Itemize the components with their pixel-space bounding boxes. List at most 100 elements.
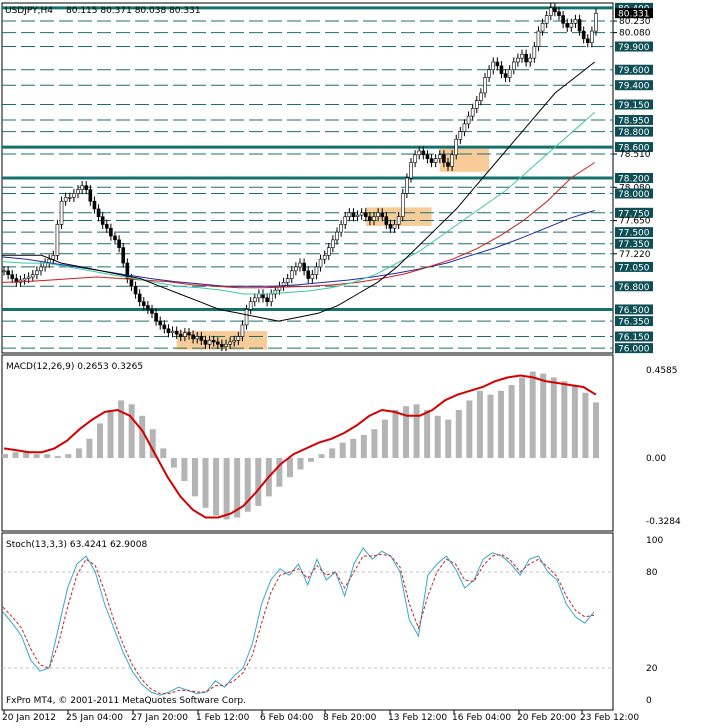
candle-body-24 [100,216,105,225]
macd-bar-11 [118,400,125,458]
time-label-9: 23 Feb 12:00 [580,713,639,723]
candle-body-86 [355,214,360,217]
candle-body-41 [170,330,175,333]
price-label-box-5 [615,64,653,75]
macd-bar-3 [33,454,40,458]
price-label-23: 76.350 [618,318,650,328]
candle-body-49 [203,340,208,345]
macd-bar-48 [508,385,515,458]
macd-bar-22 [234,457,241,518]
candle-body-130 [536,30,541,47]
price-label-box-22 [615,304,653,315]
candle-body-89 [368,216,372,221]
candle-body-2 [10,274,15,279]
macd-bar-6 [65,454,72,458]
macd-bar-27 [286,457,293,478]
candle-body-44 [183,332,187,337]
price-label-13: 78.080 [619,183,651,193]
candle-body-39 [162,324,167,330]
candle-body-111 [458,131,463,140]
macd-bar-30 [318,454,325,458]
candle-body-14 [59,200,64,225]
time-label-1: 25 Jan 04:00 [66,713,123,723]
candle-body-112 [462,123,467,132]
candle-body-102 [421,150,426,156]
time-label-4: 6 Feb 04:00 [260,713,314,723]
macd-bar-21 [223,457,230,520]
levels-layer [2,6,613,349]
candle-body-114 [470,108,475,117]
candle-body-98 [405,177,409,194]
candle-body-54 [224,343,228,347]
macd-bar-40 [424,410,431,458]
candle-body-139 [573,19,578,24]
price-label-box-20 [615,261,653,272]
candle-body-7 [30,274,35,278]
stoch-signal-line [2,553,595,695]
candle-body-101 [417,150,422,156]
stoch-main-line [2,547,595,696]
candle-body-61 [252,297,257,303]
copyright-text: FxPro MT4, © 2001-2011 MetaQuotes Softwa… [6,696,246,706]
candle-body-55 [228,341,232,345]
price-label-20: 77.050 [618,263,650,273]
candle-body-118 [487,69,491,78]
candle-body-15 [63,197,68,202]
macd-bar-33 [350,438,357,458]
candle-body-42 [174,330,179,335]
macd-bar-56 [593,402,599,458]
candle-body-51 [211,340,216,343]
macd-bar-49 [519,377,526,458]
candle-body-20 [84,185,89,190]
macd-bar-16 [170,457,177,468]
candle-body-120 [495,61,500,67]
macd-bar-52 [550,377,557,458]
candle-body-119 [491,61,496,71]
candle-body-87 [359,212,364,216]
ohlc-values: 80.115 80.371 80.038 80.331 [66,6,201,16]
candle-body-33 [137,293,142,303]
price-label-7: 79.150 [618,101,650,111]
candle-body-129 [532,46,537,59]
price-label-box-6 [615,80,653,91]
price-label-box-12 [615,173,653,183]
macd-bar-34 [360,434,367,458]
price-label-box-10 [615,142,653,153]
macd-bar-47 [498,390,505,458]
candle-body-96 [396,216,401,225]
macd-bar-13 [139,415,146,458]
candle-body-43 [178,333,183,337]
macd-bar-24 [255,457,262,506]
candle-body-66 [273,289,278,295]
price-label-box-9 [615,126,653,137]
macd-axis-label-0: 0.4585 [646,366,678,376]
candle-body-68 [281,282,286,287]
stoch-axis: 100 80 20 0 [646,536,663,706]
macd-bar-10 [107,410,114,458]
candle-body-71 [294,266,298,272]
candle-body-106 [437,154,442,159]
price-label-16: 77.650 [619,217,651,227]
time-label-5: 8 Feb 20:00 [323,713,377,723]
candle-body-142 [585,38,590,43]
candle-body-13 [55,224,60,256]
macd-bar-31 [329,448,336,458]
candle-body-34 [141,301,146,306]
time-axis: 20 Jan 2012 25 Jan 04:00 27 Jan 20:00 1 Feb… [2,710,639,723]
candle-body-16 [67,197,72,199]
price-label-box-0 [615,2,653,13]
candle-body-52 [215,341,220,345]
candle-body-64 [265,297,269,303]
macd-bar-0 [2,454,8,458]
stoch-lines [2,547,595,696]
candle-body-117 [483,77,487,94]
macd-title: MACD(12,26,9) 0.2653 0.3265 [6,362,143,372]
macd-bar-50 [529,371,536,458]
candle-body-23 [96,208,101,217]
price-label-25: 76.000 [618,345,650,355]
price-label-18: 77.350 [618,240,650,250]
ma-green-line [1,111,596,295]
ma-black-line [2,61,596,322]
macd-bar-7 [75,448,82,458]
candle-body-138 [569,23,574,28]
